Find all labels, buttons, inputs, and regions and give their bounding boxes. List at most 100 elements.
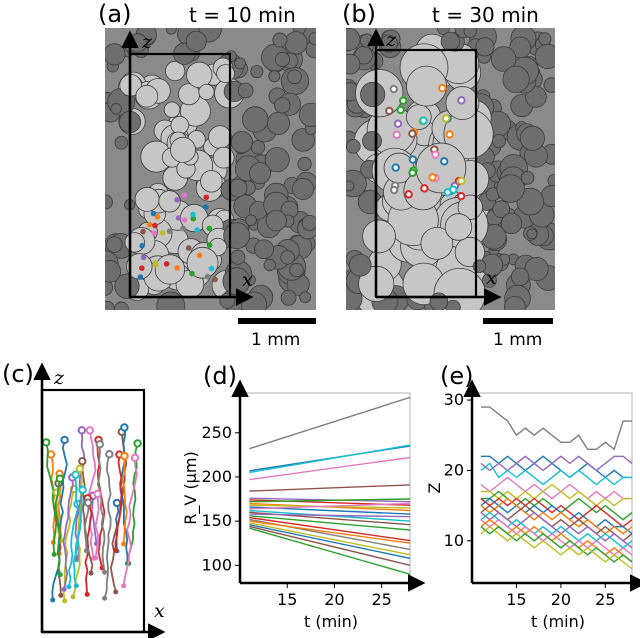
tracked-bubble-marker [206, 242, 213, 248]
tracked-bubble-marker [152, 222, 158, 229]
bubble [492, 200, 511, 219]
bubble [362, 219, 396, 254]
tracked-bubble-marker [404, 190, 413, 199]
trajectory-end-marker [130, 453, 140, 463]
x-axis-label: t (min) [304, 612, 358, 631]
trajectory-line [114, 454, 123, 551]
series-line-8 [249, 498, 410, 503]
bubble [346, 139, 361, 154]
bubble [105, 194, 113, 210]
trajectory-start-marker [113, 548, 119, 554]
y-tick-label: 30 [444, 390, 464, 409]
x-tick-label: 15 [277, 590, 297, 609]
bubble [223, 222, 251, 250]
bubble [250, 140, 266, 155]
micrograph-b [346, 28, 555, 310]
y-tick-label: 200 [201, 467, 232, 486]
tracked-bubble-marker [441, 114, 451, 123]
trajectory-line [91, 495, 98, 544]
bubble [105, 43, 126, 66]
bubble [510, 267, 530, 286]
series-line-6 [480, 483, 632, 507]
trajectory-end-marker [75, 464, 85, 473]
bubble [420, 226, 454, 260]
trajectory-end-marker [105, 450, 114, 459]
trajectory-start-marker [73, 583, 79, 589]
tracked-bubble-marker [396, 105, 405, 115]
trajectory-start-marker [57, 572, 63, 578]
tracked-bubble-marker [408, 168, 417, 178]
tracked-bubble-marker [204, 273, 211, 280]
bubble [110, 103, 122, 115]
tracked-bubble-marker [163, 261, 170, 267]
bubble [124, 232, 145, 253]
tracked-bubble-marker [180, 225, 187, 232]
bubble [502, 65, 530, 93]
bubble [186, 61, 213, 89]
panel-a-label: (a) [98, 0, 131, 28]
tracked-bubble-marker [385, 106, 394, 116]
trajectory-start-marker [93, 555, 99, 561]
trajectory-start-marker [102, 569, 108, 575]
trajectory-start-marker [66, 584, 72, 590]
panel-e: (e) 10 20 30 15 20 25 t (min) Z [425, 362, 640, 631]
tracked-bubble-marker [139, 265, 145, 271]
bubble [280, 289, 297, 306]
trajectory-end-marker [85, 426, 95, 435]
tracked-bubble-marker [139, 242, 146, 249]
tracked-bubble-marker [408, 129, 417, 138]
tracked-bubble-marker [428, 173, 437, 182]
bubble [348, 253, 372, 277]
axis-x-label-c: x [154, 600, 165, 622]
bubble [538, 32, 552, 46]
tracked-bubble-marker [456, 191, 466, 201]
trajectory-end-marker [46, 450, 56, 459]
bubble [114, 135, 129, 150]
tracked-bubble-marker [140, 228, 146, 235]
bubble [165, 28, 177, 35]
y-tick-label: 150 [201, 511, 232, 530]
bubble [170, 136, 196, 163]
axis-z-label-c: z [53, 367, 65, 389]
chart-series-group [480, 406, 633, 570]
tracked-bubble-marker [203, 194, 210, 201]
trajectory-line [62, 477, 74, 590]
bubble [496, 174, 525, 203]
tracked-bubble-marker [151, 230, 158, 236]
trajectory-start-marker [84, 591, 90, 597]
trajectory-start-marker [88, 570, 94, 576]
tracked-bubble-marker [174, 196, 180, 203]
bubble [245, 214, 257, 227]
chart-frame [471, 392, 633, 584]
tracked-bubble-marker [159, 230, 166, 236]
trajectory-end-marker [71, 470, 80, 479]
trajectory-end-marker [78, 456, 87, 466]
x-tick-label: 25 [595, 590, 615, 609]
tracked-bubble-marker [203, 204, 209, 210]
trajectory-start-marker [102, 595, 108, 601]
tracked-bubble-marker [185, 245, 192, 251]
tracked-bubble-marker [399, 96, 408, 105]
panel-d: (d) 100 150 200 250 15 20 25 t (min) R_V (µm) [181, 362, 426, 631]
tracked-bubble-marker [420, 184, 429, 193]
series-line-1 [249, 396, 410, 450]
trajectory-line [51, 439, 68, 601]
tracked-bubble-marker [389, 84, 398, 94]
bubble [200, 170, 223, 193]
series-line-19 [249, 520, 410, 544]
bubble [291, 178, 314, 201]
series-line-15 [480, 518, 633, 563]
bubble [524, 256, 549, 282]
x-tick-label: 25 [371, 590, 391, 609]
trajectory-end-marker [95, 440, 104, 449]
scalebar-b [483, 318, 553, 324]
bubble [534, 43, 555, 69]
bubble [454, 236, 485, 268]
trajectories-c [42, 423, 142, 604]
bubble [263, 258, 276, 272]
trajectory-start-marker [70, 594, 76, 600]
tracked-bubble-marker [439, 157, 449, 166]
bubble [230, 249, 246, 265]
series-line-16 [480, 525, 633, 563]
bubble [298, 102, 316, 127]
